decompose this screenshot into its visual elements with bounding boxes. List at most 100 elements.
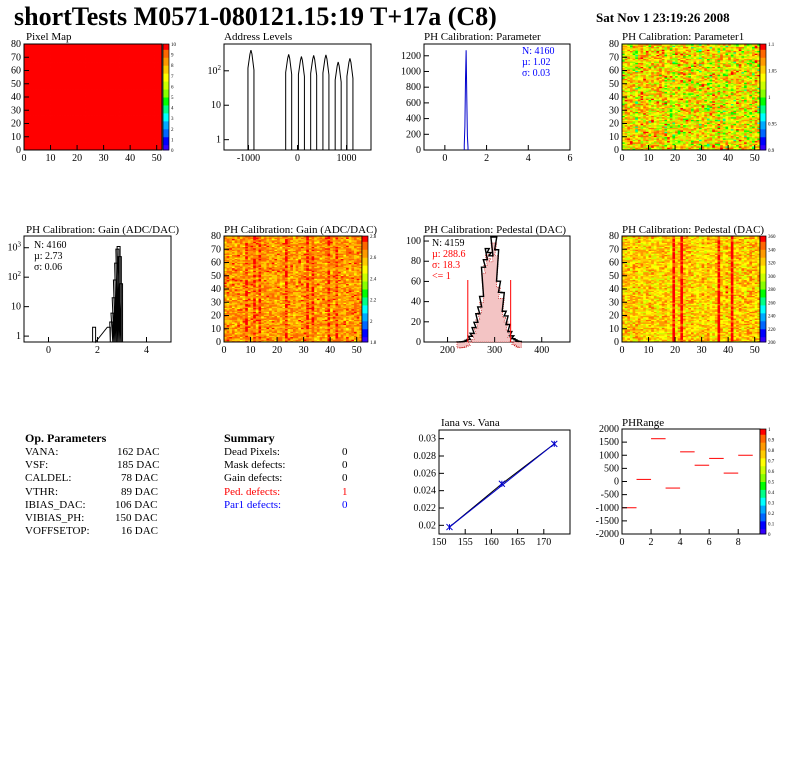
heatmap-cell xyxy=(85,74,89,77)
heatmap-cell xyxy=(47,79,51,82)
heatmap-cell xyxy=(87,136,91,139)
heatmap-cell xyxy=(103,45,107,48)
heatmap-cell xyxy=(69,140,73,143)
heatmap-cell xyxy=(119,71,123,74)
heatmap-cell xyxy=(124,74,128,77)
heatmap-cell xyxy=(98,136,102,139)
heatmap-cell xyxy=(122,144,126,147)
heatmap-cell xyxy=(31,107,36,110)
heatmap-cell xyxy=(50,116,54,119)
heatmap-cell xyxy=(87,108,91,111)
heatmap-cell xyxy=(31,100,36,103)
heatmap-cell xyxy=(53,57,57,59)
y-tick-label: 30 xyxy=(11,105,21,116)
heatmap-cell xyxy=(24,61,28,63)
heatmap-cell xyxy=(55,83,59,86)
heatmap-cell xyxy=(31,95,36,98)
heatmap-cell xyxy=(31,67,36,70)
heatmap-cell xyxy=(74,47,78,50)
heatmap-cell xyxy=(77,122,81,124)
heatmap-cell xyxy=(61,62,65,65)
y-tick-label: 10 xyxy=(11,132,21,143)
heatmap-cell xyxy=(69,54,73,57)
heatmap-cell xyxy=(77,65,81,67)
heatmap-cell xyxy=(95,59,99,62)
heatmap-cell xyxy=(74,49,78,52)
heatmap-cell xyxy=(58,83,62,86)
heatmap-cell xyxy=(34,136,38,139)
heatmap-cell xyxy=(58,116,62,119)
heatmap-cell xyxy=(130,47,134,50)
heatmap-cell xyxy=(47,115,51,118)
heatmap-cell xyxy=(24,99,28,102)
heatmap-cell xyxy=(103,83,107,86)
heatmap-cell xyxy=(55,116,59,119)
heatmap-cell xyxy=(130,104,134,107)
heatmap-cell xyxy=(114,114,118,116)
heatmap-cell xyxy=(127,91,131,94)
heatmap-cell xyxy=(87,134,91,136)
heatmap-cell xyxy=(31,136,36,139)
heatmap-cell xyxy=(119,110,123,112)
heatmap-cell xyxy=(50,73,54,75)
heatmap-cell xyxy=(50,78,54,81)
heatmap-cell xyxy=(74,138,78,140)
heatmap-cell xyxy=(26,147,30,150)
heatmap-cell xyxy=(108,81,112,83)
heatmap-cell xyxy=(132,116,136,119)
heatmap-cell xyxy=(69,73,73,75)
heatmap-cell xyxy=(61,61,65,63)
heatmap-cell xyxy=(55,143,59,146)
heatmap-cell xyxy=(50,59,54,62)
heatmap-cell xyxy=(61,63,65,66)
heatmap-cell xyxy=(95,86,99,89)
heatmap-cell xyxy=(50,108,54,111)
heatmap-cell xyxy=(24,91,28,94)
heatmap-cell xyxy=(61,74,65,77)
heatmap-cell xyxy=(79,45,83,48)
heatmap-cell xyxy=(108,74,112,77)
heatmap-cell xyxy=(82,44,86,46)
heatmap-cell xyxy=(82,108,86,111)
heatmap-cell xyxy=(71,90,75,93)
heatmap-cell xyxy=(130,82,134,85)
heatmap-cell xyxy=(87,112,91,115)
heatmap-cell xyxy=(31,53,36,55)
heatmap-cell xyxy=(77,115,81,118)
heatmap-cell xyxy=(111,86,115,89)
heatmap-cell xyxy=(71,93,75,95)
heatmap-cell xyxy=(98,86,102,89)
heatmap-cell xyxy=(98,134,102,136)
heatmap-cell xyxy=(31,108,36,111)
heatmap-cell xyxy=(37,50,41,53)
heatmap-cell xyxy=(122,90,126,93)
heatmap-cell xyxy=(42,95,46,98)
heatmap-cell xyxy=(108,114,112,116)
heatmap-cell xyxy=(98,123,102,126)
heatmap-cell xyxy=(66,122,70,124)
heatmap-cell xyxy=(26,116,30,119)
heatmap-cell xyxy=(111,55,115,58)
heatmap-cell xyxy=(24,79,28,82)
heatmap-cell xyxy=(31,97,36,99)
heatmap-cell xyxy=(98,44,102,46)
heatmap-cell xyxy=(50,93,54,95)
heatmap-cell xyxy=(55,65,59,67)
heatmap-cell xyxy=(87,107,91,110)
heatmap-cell xyxy=(74,115,78,118)
heatmap-cell xyxy=(114,47,118,50)
heatmap-cell xyxy=(71,114,75,116)
heatmap-cell xyxy=(29,51,33,54)
heatmap-cell xyxy=(98,116,102,119)
heatmap-cell xyxy=(45,100,49,103)
heatmap-cell xyxy=(95,118,99,120)
heatmap-cell xyxy=(90,86,94,89)
heatmap-cell xyxy=(29,54,33,57)
heatmap-cell xyxy=(50,83,54,86)
heatmap-cell xyxy=(42,130,46,132)
heatmap-cell xyxy=(111,51,115,54)
heatmap-cell xyxy=(69,123,73,126)
heatmap-cell xyxy=(79,112,83,115)
heatmap-cell xyxy=(74,71,78,74)
heatmap-cell xyxy=(130,66,134,69)
